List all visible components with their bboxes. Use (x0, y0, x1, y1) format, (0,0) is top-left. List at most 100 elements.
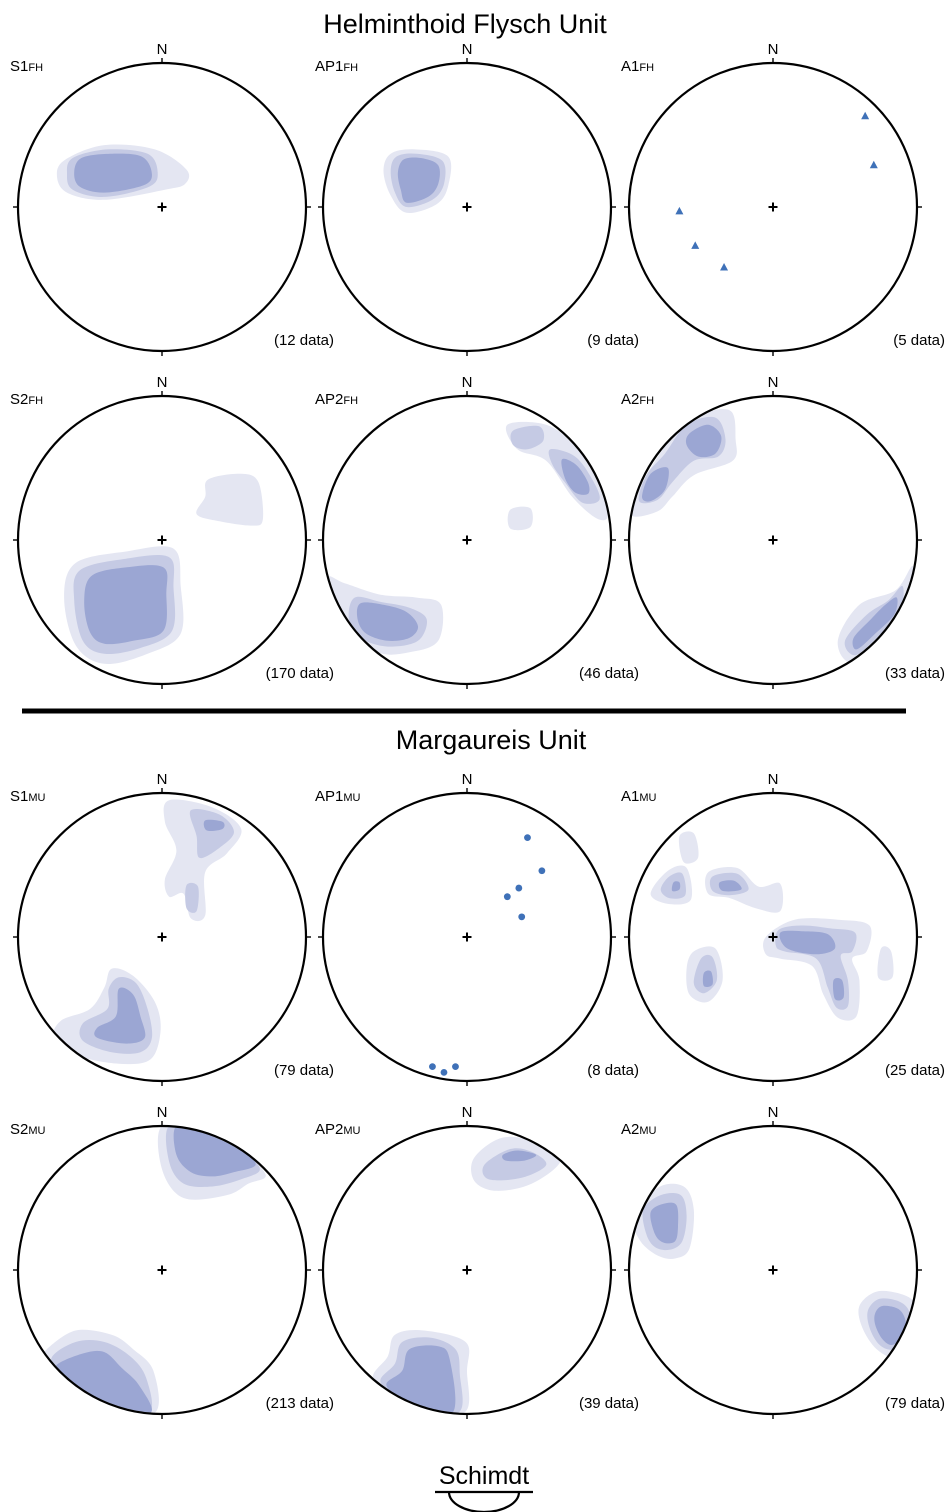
density-contour-level-3 (397, 157, 440, 203)
north-label: N (157, 41, 168, 58)
density-contour-level-3 (832, 977, 845, 1001)
lower-hemisphere-icon (447, 1491, 521, 1512)
center-cross (768, 932, 778, 942)
data-count-label: (79 data) (274, 1062, 334, 1079)
center-cross (768, 1265, 778, 1275)
north-label: N (157, 374, 168, 391)
stereonet-a2-mu: N A2MU (79 data) (621, 1104, 945, 1419)
net-label: A2MU (621, 1121, 657, 1138)
data-count-label: (33 data) (885, 665, 945, 682)
north-label: N (768, 1104, 779, 1121)
center-cross (462, 932, 472, 942)
stereonet-ap1-fh: N AP1FH (9 data) (315, 41, 639, 356)
density-contour-level-3 (386, 1345, 456, 1413)
density-contours (372, 1136, 561, 1413)
center-cross (768, 202, 778, 212)
north-label: N (157, 1104, 168, 1121)
density-contour-level-3 (702, 970, 713, 987)
density-contour-level-3 (779, 930, 836, 955)
density-contour-level-3 (718, 880, 742, 892)
density-contours (53, 799, 242, 1065)
density-contour-level-3 (874, 1305, 907, 1345)
data-count-label: (12 data) (274, 332, 334, 349)
section-title-helminthoid-flysch-unit: Helminthoid Flysch Unit (323, 9, 607, 39)
data-point-triangle (691, 241, 700, 249)
net-label-subscript: FH (343, 62, 358, 74)
center-cross (768, 535, 778, 545)
net-label-subscript: MU (639, 1125, 656, 1137)
net-label: S1MU (10, 788, 46, 805)
net-label-main: S1 (10, 58, 28, 75)
data-count-label: (8 data) (587, 1062, 639, 1079)
center-cross (462, 535, 472, 545)
data-count-label: (46 data) (579, 665, 639, 682)
data-count-label: (79 data) (885, 1395, 945, 1412)
density-contour-level-1 (877, 946, 894, 981)
stereonet-s2-fh: N S2FH (170 data) (10, 374, 334, 689)
net-label: S2FH (10, 391, 43, 408)
net-label: A2FH (621, 391, 654, 408)
north-label: N (768, 771, 779, 788)
density-contours (650, 831, 894, 1021)
net-label-subscript: FH (28, 62, 43, 74)
center-cross (157, 932, 167, 942)
stereonet-s2-mu: N S2MU (213 data) (10, 1104, 334, 1419)
net-label-main: AP2 (315, 1121, 343, 1138)
density-contour-level-1 (507, 506, 533, 531)
north-label: N (462, 771, 473, 788)
north-label: N (462, 41, 473, 58)
stereonet-ap2-mu: N AP2MU (39 data) (315, 1104, 639, 1419)
net-label: AP1FH (315, 58, 358, 75)
density-contour-level-1 (196, 473, 264, 526)
schmidt-net-legend: Schimdt (435, 1462, 533, 1512)
north-label: N (768, 374, 779, 391)
data-point-dot (538, 867, 546, 875)
stereonet-s1-mu: N S1MU (79 data) (10, 771, 334, 1086)
net-label-subscript: MU (343, 1125, 360, 1137)
data-count-label: (25 data) (885, 1062, 945, 1079)
density-contour-level-3 (173, 1127, 256, 1177)
net-label: A1FH (621, 58, 654, 75)
density-contours (56, 144, 190, 200)
net-label-main: S2 (10, 1121, 28, 1138)
data-point-dot (503, 893, 511, 901)
section-title-margaureis-unit: Margaureis Unit (396, 725, 587, 755)
density-contour-level-3 (852, 597, 898, 650)
net-label-main: S1 (10, 788, 28, 805)
data-point-triangle (869, 160, 878, 169)
data-count-label: (39 data) (579, 1395, 639, 1412)
data-point-dot (518, 913, 526, 921)
stereonet-ap1-mu: N AP1MU (8 data) (315, 771, 639, 1086)
stereonet-ap2-fh: N AP2FH (46 data) (315, 374, 639, 689)
density-contour-level-3 (94, 987, 146, 1044)
net-label-subscript: MU (28, 792, 45, 804)
net-label-subscript: FH (343, 395, 358, 407)
data-count-label: (9 data) (587, 332, 639, 349)
data-point-triangle (861, 111, 870, 120)
density-contour-level-3 (84, 565, 168, 645)
net-label: A1MU (621, 788, 657, 805)
density-contour-level-2 (185, 882, 199, 913)
density-contours (64, 473, 264, 665)
density-contour-level-3 (502, 1150, 537, 1162)
stereonet-a1-mu: N A1MU (25 data) (621, 771, 945, 1086)
net-label-main: A2 (621, 391, 639, 408)
net-label-main: AP2 (315, 391, 343, 408)
density-contour-level-3 (561, 458, 590, 495)
net-label-main: AP1 (315, 788, 343, 805)
net-label-main: A1 (621, 58, 639, 75)
data-count-label: (213 data) (266, 1395, 334, 1412)
density-contour-level-3 (685, 424, 722, 458)
net-label-subscript: MU (28, 1125, 45, 1137)
density-contours (633, 1183, 916, 1357)
net-label: S1FH (10, 58, 43, 75)
density-contours (43, 1127, 266, 1413)
density-contour-level-3 (356, 602, 419, 641)
data-count-label: (5 data) (893, 332, 945, 349)
net-label: S2MU (10, 1121, 46, 1138)
net-label-subscript: MU (639, 792, 656, 804)
net-label-subscript: FH (639, 62, 654, 74)
center-cross (462, 1265, 472, 1275)
data-point-dot (429, 1063, 436, 1070)
